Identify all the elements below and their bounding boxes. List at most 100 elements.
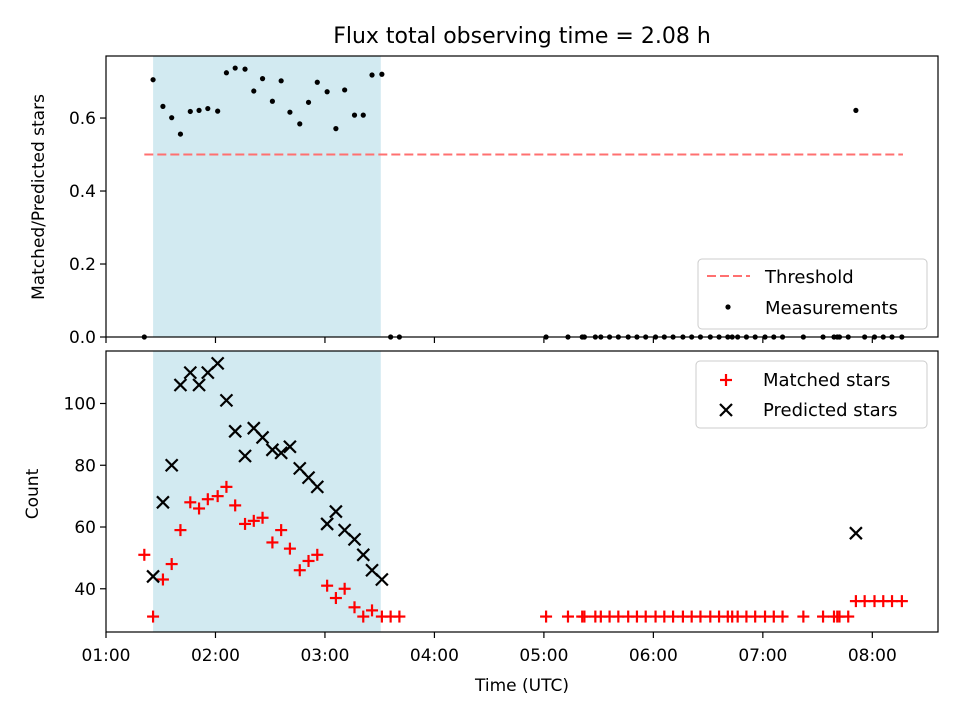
matched-star-point bbox=[156, 573, 169, 586]
measurement-point bbox=[297, 121, 303, 127]
measurement-point bbox=[278, 78, 284, 84]
matched-star-point bbox=[283, 542, 296, 555]
predicted-star-point bbox=[283, 439, 297, 454]
legend-predicted-label: Predicted stars bbox=[763, 400, 897, 421]
matched-star-point bbox=[165, 558, 178, 571]
matched-star-point bbox=[393, 610, 406, 623]
matched-star-point bbox=[147, 610, 160, 623]
y-tick-label: 0.0 bbox=[69, 328, 96, 348]
matched-star-point bbox=[211, 490, 224, 503]
measurement-point bbox=[205, 105, 211, 112]
measurement-point bbox=[287, 109, 293, 115]
legend-measurements-label: Measurements bbox=[765, 298, 898, 319]
matched-stars-series bbox=[138, 480, 908, 623]
matched-star-point bbox=[895, 595, 908, 608]
y-tick-label: 60 bbox=[74, 518, 96, 538]
measurement-point bbox=[342, 87, 348, 93]
predicted-star-point bbox=[310, 480, 325, 494]
matched-star-point bbox=[247, 514, 260, 527]
y-tick-label: 0.2 bbox=[69, 255, 96, 275]
x-axis-label: Time (UTC) bbox=[474, 676, 569, 696]
matched-star-point bbox=[302, 554, 315, 567]
bottom-panel: 40 60 80 100 01:00 02:00 03:00 04:00 05:00 06:00… bbox=[23, 350, 939, 696]
y-tick-label: 80 bbox=[74, 456, 96, 476]
predicted-star-point bbox=[146, 569, 160, 584]
matched-star-point bbox=[174, 524, 187, 537]
predicted-star-point bbox=[347, 532, 362, 547]
bottom-y-axis-label: Count bbox=[23, 468, 43, 519]
matched-star-point bbox=[797, 610, 810, 623]
legend-matched-label: Matched stars bbox=[763, 370, 890, 391]
bottom-x-axis: 01:00 02:00 03:00 04:00 05:00 06:00 07:00 08:00 bbox=[82, 632, 897, 666]
x-tick-label: 06:00 bbox=[629, 646, 678, 666]
predicted-star-point bbox=[356, 548, 371, 562]
matched-star-point bbox=[201, 493, 214, 506]
y-tick-label: 0.4 bbox=[69, 182, 96, 202]
predicted-star-point bbox=[219, 393, 234, 408]
x-tick-label: 02:00 bbox=[191, 646, 240, 666]
top-legend: Threshold Measurements bbox=[697, 258, 928, 330]
matched-star-point bbox=[239, 517, 252, 530]
x-tick-label: 04:00 bbox=[410, 646, 459, 666]
predicted-star-point bbox=[274, 446, 288, 460]
matched-star-point bbox=[776, 610, 789, 623]
matched-star-point bbox=[578, 610, 591, 623]
measurement-point bbox=[150, 77, 156, 83]
measurement-point bbox=[324, 89, 330, 95]
measurement-point bbox=[369, 72, 375, 78]
measurement-point bbox=[187, 108, 193, 115]
predicted-star-point bbox=[164, 458, 179, 473]
measurement-point bbox=[251, 88, 257, 94]
predicted-star-point bbox=[265, 443, 280, 457]
matched-star-point bbox=[540, 610, 553, 623]
matched-star-point bbox=[817, 610, 830, 623]
measurement-point bbox=[853, 107, 859, 113]
measurement-point bbox=[351, 112, 358, 118]
y-tick-label: 40 bbox=[74, 580, 96, 600]
predicted-star-point bbox=[228, 424, 242, 439]
measurement-point bbox=[215, 108, 221, 114]
x-tick-label: 05:00 bbox=[519, 646, 568, 666]
matched-star-point bbox=[138, 548, 151, 561]
predicted-star-point bbox=[238, 449, 252, 463]
predicted-star-point bbox=[210, 356, 225, 371]
matched-star-point bbox=[357, 610, 370, 623]
top-y-axis-label: Matched/Predicted stars bbox=[29, 94, 49, 300]
predicted-star-point bbox=[255, 430, 270, 445]
matched-star-point bbox=[338, 582, 351, 595]
measurement-point bbox=[259, 76, 266, 82]
measurement-point bbox=[269, 98, 275, 104]
measurement-point bbox=[314, 79, 320, 85]
predicted-star-point bbox=[375, 572, 389, 587]
y-tick-label: 100 bbox=[64, 394, 96, 414]
top-x-ticks bbox=[105, 337, 873, 343]
matched-star-point bbox=[256, 511, 269, 524]
top-panel: 0.0 0.2 0.4 0.6 Matched/Predicted stars Thr… bbox=[29, 55, 939, 348]
top-plot-frame bbox=[105, 55, 939, 338]
top-legend-box bbox=[697, 258, 928, 330]
predicted-star-point bbox=[320, 517, 334, 531]
bottom-legend-box bbox=[695, 360, 928, 429]
bottom-y-axis: 40 60 80 100 bbox=[64, 394, 106, 600]
matched-star-point bbox=[561, 610, 574, 623]
matched-star-point bbox=[329, 592, 342, 605]
matched-star-point bbox=[220, 480, 233, 493]
matched-star-point bbox=[842, 610, 855, 623]
y-tick-label: 0.6 bbox=[69, 109, 96, 129]
measurement-point bbox=[160, 103, 166, 109]
measurement-point bbox=[232, 65, 238, 71]
predicted-star-point bbox=[192, 378, 206, 392]
matched-star-point bbox=[311, 548, 324, 561]
chart-title: Flux total observing time = 2.08 h bbox=[333, 24, 711, 49]
bottom-plot-frame bbox=[105, 350, 939, 633]
matched-star-point bbox=[184, 496, 197, 509]
legend-measurements-swatch bbox=[725, 304, 731, 310]
measurement-point bbox=[169, 115, 175, 121]
measurement-point bbox=[223, 70, 230, 76]
measurement-point bbox=[360, 112, 366, 118]
legend-predicted-swatch bbox=[719, 403, 733, 417]
measurement-point bbox=[305, 99, 312, 105]
measurement-point bbox=[333, 126, 339, 132]
